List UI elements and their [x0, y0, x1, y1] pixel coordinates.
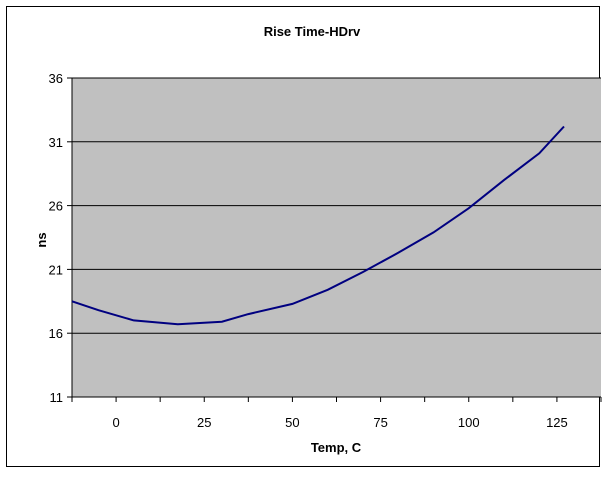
y-tick-label: 11 — [50, 390, 64, 405]
y-tick-label: 31 — [49, 135, 63, 150]
y-tick-label: 26 — [49, 199, 63, 214]
x-axis-label: Temp, C — [311, 440, 362, 455]
axes — [67, 77, 602, 402]
y-axis-label: ns — [34, 232, 49, 247]
x-tick-label: 75 — [373, 415, 387, 430]
x-tick-label: 100 — [458, 415, 480, 430]
y-tick-label: 36 — [49, 71, 63, 86]
y-tick-label: 21 — [49, 262, 63, 277]
x-tick-label: 125 — [546, 415, 568, 430]
x-tick-labels: 0 25 50 75 100 125 — [112, 415, 567, 430]
x-tick-label: 50 — [285, 415, 299, 430]
gridlines — [72, 77, 601, 334]
y-tick-label: 16 — [49, 326, 63, 341]
y-tick-labels: 11 16 21 26 31 36 — [49, 71, 63, 405]
series-line — [71, 125, 565, 326]
x-tick-label: 25 — [197, 415, 211, 430]
plot-area — [72, 78, 601, 397]
x-tick-label: 0 — [112, 415, 119, 430]
chart-title: Rise Time-HDrv — [264, 24, 361, 39]
